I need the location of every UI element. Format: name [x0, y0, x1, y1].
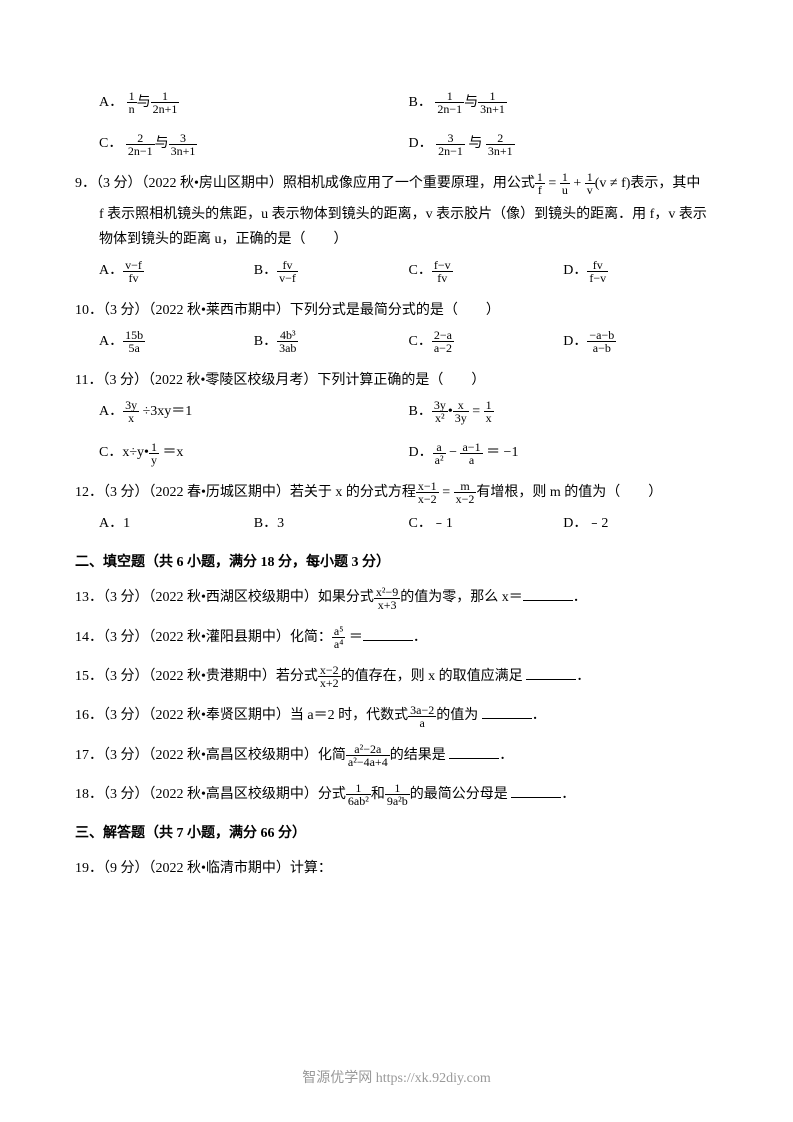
label: B．	[409, 95, 432, 110]
q12-text1: 12．（3 分）（2022 春•历城区期中）若关于 x 的分式方程	[75, 485, 416, 500]
q10-text: 10．（3 分）（2022 秋•莱西市期中）下列分式是最简分式的是（ ）	[75, 298, 718, 323]
footer: 智源优学网 https://xk.92diy.com	[0, 1067, 793, 1087]
blank	[526, 665, 576, 680]
label: D．	[409, 136, 433, 151]
q12-optD: D．﹣2	[563, 511, 718, 536]
q10-optD: D．−a−ba−b	[563, 329, 718, 354]
blank	[511, 783, 561, 798]
q13: 13．（3 分）（2022 秋•西湖区校级期中）如果分式x²−9x+3的值为零，…	[75, 585, 718, 610]
q12-text2: 有增根，则 m 的值为（ ）	[476, 485, 662, 500]
q19-text: 19．（9 分）（2022 秋•临清市期中）计算：	[75, 861, 332, 876]
q9-text2: (v ≠ f)表示，其中	[595, 176, 701, 191]
q11-text: 11．（3 分）（2022 秋•零陵区校级月考）下列计算正确的是（ ）	[75, 368, 718, 393]
q8-optA: A． 1n与12n+1	[99, 90, 409, 115]
q10-optC: C．2−aa−2	[409, 329, 564, 354]
q9-optA: A．v−ffv	[99, 258, 254, 283]
q8-optD: D． 32n−1 与 23n+1	[409, 131, 719, 156]
blank	[523, 586, 573, 601]
section2-header: 二、填空题（共 6 小题，满分 18 分，每小题 3 分）	[75, 550, 718, 575]
q9-text3: f 表示照相机镜头的焦距，u 表示物体到镜头的距离，v 表示胶片（像）到镜头的距…	[99, 202, 718, 252]
section3-header: 三、解答题（共 7 小题，满分 66 分）	[75, 821, 718, 846]
blank	[482, 704, 532, 719]
q10-optB: B．4b³3ab	[254, 329, 409, 354]
q17: 17．（3 分）（2022 秋•高昌区校级期中）化简a²−2aa²−4a+4的结…	[75, 743, 718, 768]
blank	[449, 744, 499, 759]
q12: 12．（3 分）（2022 春•历城区期中）若关于 x 的分式方程x−1x−2 …	[75, 480, 718, 536]
q8-optB: B． 12n−1与13n+1	[409, 90, 719, 115]
blank	[363, 626, 413, 641]
q11-optC: C．x÷y•1y ＝x	[99, 440, 409, 465]
q11: 11．（3 分）（2022 秋•零陵区校级月考）下列计算正确的是（ ） A．3y…	[75, 368, 718, 466]
q9-optB: B．fvv−f	[254, 258, 409, 283]
q10-optA: A．15b5a	[99, 329, 254, 354]
q19: 19．（9 分）（2022 秋•临清市期中）计算：	[75, 856, 718, 881]
q11-optB: B．3yx²•x3y = 1x	[409, 399, 719, 424]
q9-optC: C．f−vfv	[409, 258, 564, 283]
label: A．	[99, 95, 123, 110]
q14: 14．（3 分）（2022 秋•灌阳县期中）化简：a⁵a⁴ ＝．	[75, 625, 718, 650]
q11-optD: D．aa² − a−1a ＝ −1	[409, 440, 719, 465]
q11-optA: A．3yx ÷3xy＝1	[99, 399, 409, 424]
q8-options: A． 1n与12n+1 B． 12n−1与13n+1 C． 22n−1与33n+…	[75, 90, 718, 157]
q9-optD: D．fvf−v	[563, 258, 718, 283]
q10: 10．（3 分）（2022 秋•莱西市期中）下列分式是最简分式的是（ ） A．1…	[75, 298, 718, 354]
q16: 16．（3 分）（2022 秋•奉贤区期中）当 a＝2 时，代数式3a−2a的值…	[75, 703, 718, 728]
q12-optC: C．﹣1	[409, 511, 564, 536]
q15: 15．（3 分）（2022 秋•贵港期中）若分式x−2x+2的值存在，则 x 的…	[75, 664, 718, 689]
q8-optC: C． 22n−1与33n+1	[99, 131, 409, 156]
q9-text1: 9．（3 分）（2022 秋•房山区期中）照相机成像应用了一个重要原理，用公式	[75, 176, 535, 191]
q18: 18．（3 分）（2022 秋•高昌区校级期中）分式16ab²和19a²b的最简…	[75, 782, 718, 807]
label: C．	[99, 136, 122, 151]
q12-optB: B．3	[254, 511, 409, 536]
q9: 9．（3 分）（2022 秋•房山区期中）照相机成像应用了一个重要原理，用公式1…	[75, 171, 718, 284]
q12-optA: A．1	[99, 511, 254, 536]
